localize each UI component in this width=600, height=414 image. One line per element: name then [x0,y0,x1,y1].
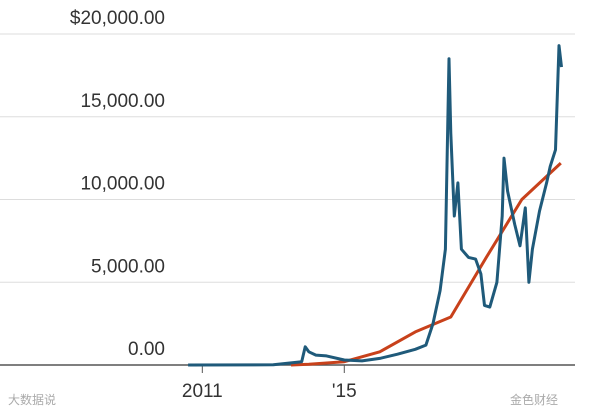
y-tick-label: 15,000.00 [80,91,165,112]
watermark: 大数据说 [8,392,56,407]
y-tick-label: 0.00 [128,339,165,360]
y-tick-label: 10,000.00 [80,174,165,195]
series-line [188,44,563,367]
x-tick-label: '15 [332,381,357,402]
x-tick-label: 2011 [182,381,223,402]
y-tick-label: $20,000.00 [70,8,165,29]
y-tick-label: 5,000.00 [91,256,165,277]
watermark: 金色财经 [510,392,558,407]
series-line [290,162,562,367]
